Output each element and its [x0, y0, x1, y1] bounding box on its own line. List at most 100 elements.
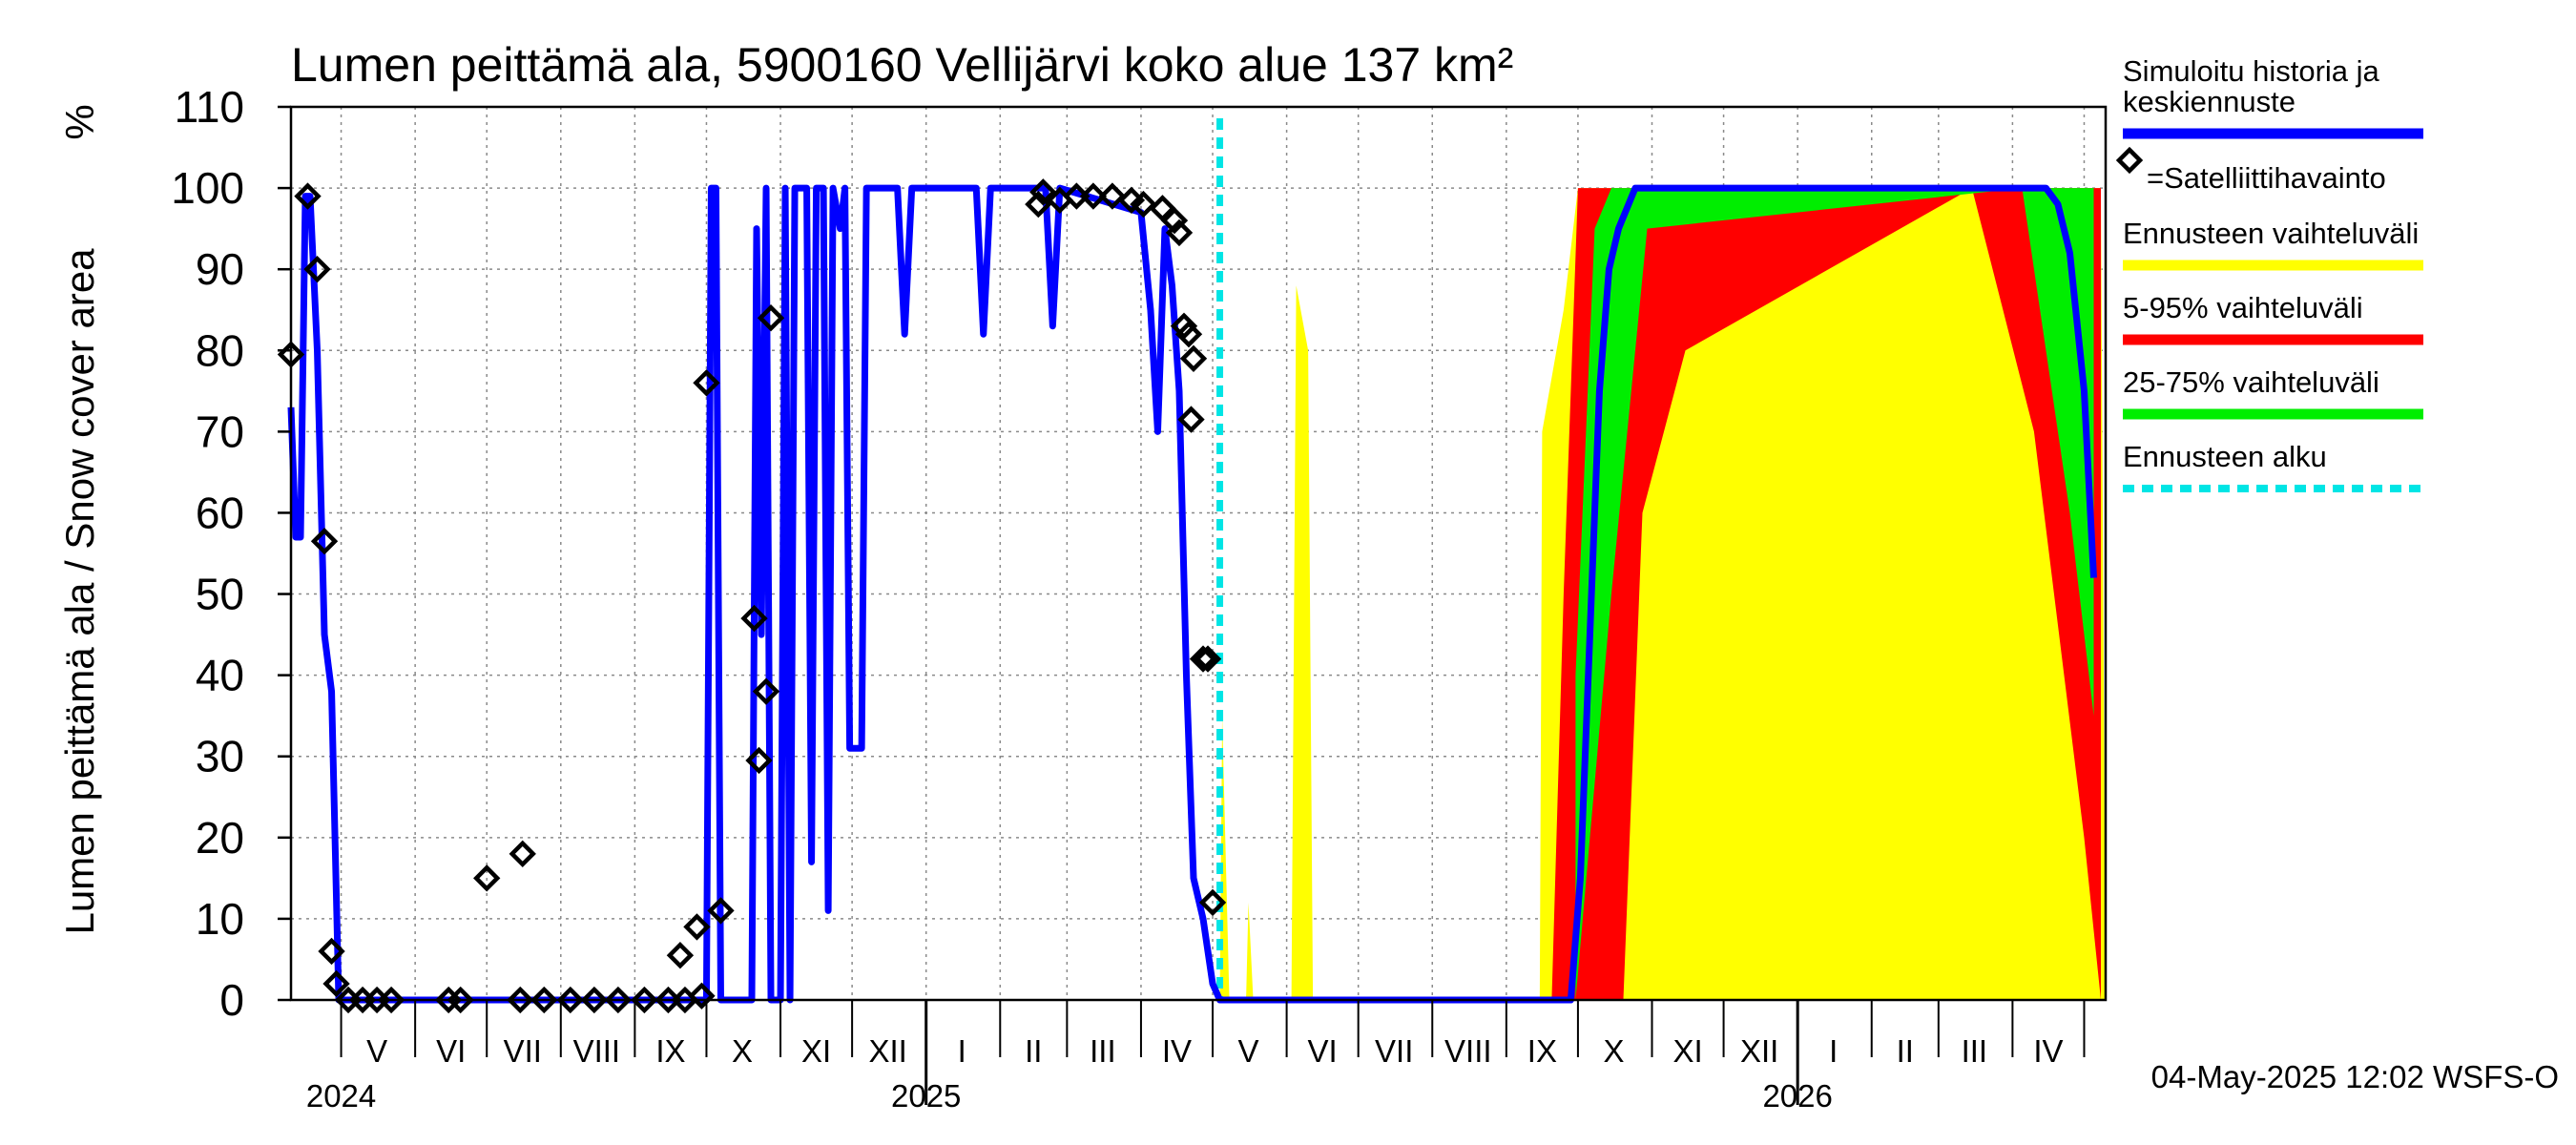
- x-month-label: VII: [1375, 1033, 1413, 1069]
- x-month-label: IX: [1527, 1033, 1557, 1069]
- satellite-point: [740, 604, 768, 633]
- legend-item: Ennusteen vaihteluväli: [2123, 217, 2423, 271]
- satellite-point: [377, 986, 405, 1014]
- satellite-point: [1165, 219, 1194, 247]
- band-00ee00: [1575, 188, 2094, 1000]
- y-tick-label: 10: [196, 894, 244, 944]
- legend-item: 5-95% vaihteluväli: [2123, 291, 2423, 345]
- satellite-point: [447, 986, 474, 1014]
- legend-item: =Satelliittihavainto: [2115, 146, 2386, 195]
- x-month-label: I: [958, 1033, 966, 1069]
- x-month-label: XII: [868, 1033, 906, 1069]
- y-tick-label: 0: [219, 975, 244, 1025]
- x-month-label: IV: [1162, 1033, 1192, 1069]
- x-month-label: VI: [436, 1033, 466, 1069]
- satellite-point: [310, 528, 339, 555]
- legend-label: =Satelliittihavainto: [2147, 161, 2386, 195]
- satellite-point: [1189, 645, 1217, 673]
- band-ffff00: [1219, 188, 2106, 1000]
- satellite-point: [752, 677, 780, 705]
- legend-label: 25-75% vaihteluväli: [2123, 365, 2379, 399]
- x-month-label: X: [1603, 1033, 1624, 1069]
- x-month-label: IV: [2033, 1033, 2063, 1069]
- y-tick-label: 30: [196, 732, 244, 781]
- y-tick-label: 40: [196, 651, 244, 700]
- y-tick-label: 20: [196, 813, 244, 863]
- x-year-label: 2024: [306, 1078, 376, 1114]
- x-month-label: III: [1962, 1033, 1988, 1069]
- simulated-line: [287, 184, 2097, 1004]
- satellite-point: [631, 986, 658, 1014]
- x-month-label: IX: [655, 1033, 685, 1069]
- x-month-label: V: [366, 1033, 387, 1069]
- satellite-point: [1170, 312, 1198, 340]
- satellite-observations: [277, 178, 1227, 1014]
- y-tick-label: 90: [196, 244, 244, 294]
- x-month-label: II: [1897, 1033, 1914, 1069]
- satellite-point: [1098, 182, 1127, 210]
- x-month-label: XI: [1672, 1033, 1702, 1069]
- y-unit-label: %: [57, 104, 102, 139]
- legend-item: 25-75% vaihteluväli: [2123, 365, 2423, 420]
- x-month-label: III: [1090, 1033, 1116, 1069]
- x-month-label: VIII: [1444, 1033, 1492, 1069]
- satellite-point: [688, 982, 716, 1010]
- legend-label: Ennusteen alku: [2123, 440, 2327, 473]
- satellite-point: [1149, 195, 1176, 222]
- satellite-point: [1179, 344, 1208, 372]
- x-month-label: XI: [801, 1033, 831, 1069]
- simulated-series: [287, 118, 2097, 1004]
- x-month-label: VI: [1308, 1033, 1338, 1069]
- footer-timestamp: 04-May-2025 12:02 WSFS-O: [2151, 1059, 2559, 1094]
- satellite-point: [509, 840, 536, 868]
- x-year-label: 2026: [1762, 1078, 1832, 1114]
- legend-item: Ennusteen alku: [2123, 440, 2423, 492]
- legend-marker: [2115, 146, 2144, 175]
- satellite-point: [473, 864, 501, 892]
- satellite-point: [666, 942, 695, 969]
- x-month-label: XII: [1740, 1033, 1778, 1069]
- satellite-point: [507, 986, 534, 1014]
- satellite-point: [1079, 182, 1108, 210]
- x-month-label: VII: [504, 1033, 542, 1069]
- satellite-point: [1029, 178, 1057, 206]
- plot-frame: [289, 105, 2108, 1002]
- satellite-point: [303, 255, 331, 283]
- satellite-point: [1174, 321, 1203, 348]
- x-month-label: I: [1829, 1033, 1838, 1069]
- y-tick-label: 60: [196, 488, 244, 537]
- satellite-point: [1194, 645, 1222, 673]
- chart-title: Lumen peittämä ala, 5900160 Vellijärvi k…: [291, 38, 1513, 92]
- satellite-point: [757, 304, 785, 332]
- legend-label: keskiennuste: [2123, 85, 2296, 118]
- satellite-point: [580, 986, 609, 1014]
- satellite-point: [693, 369, 720, 397]
- x-month-label: II: [1025, 1033, 1042, 1069]
- legend-label: 5-95% vaihteluväli: [2123, 291, 2363, 324]
- x-month-label: V: [1238, 1033, 1259, 1069]
- x-year-label: 2025: [891, 1078, 961, 1114]
- y-tick-label: 80: [196, 325, 244, 375]
- x-month-label: VIII: [573, 1033, 621, 1069]
- satellite-point: [1160, 206, 1189, 235]
- legend-label: Simuloitu historia ja: [2123, 54, 2380, 88]
- satellite-point: [530, 986, 558, 1014]
- satellite-point: [1177, 406, 1205, 433]
- y-tick-label: 110: [175, 82, 244, 132]
- y-tick-label: 50: [196, 570, 244, 619]
- x-month-label: X: [732, 1033, 753, 1069]
- y-tick-label: 70: [196, 406, 244, 456]
- satellite-point: [604, 986, 633, 1014]
- y-axis-label: Lumen peittämä ala / Snow cover area: [57, 248, 102, 935]
- satellite-point: [683, 913, 711, 941]
- legend-label: Ennusteen vaihteluväli: [2123, 217, 2419, 250]
- satellite-point: [1130, 190, 1157, 219]
- satellite-point: [707, 897, 735, 925]
- satellite-point: [745, 746, 773, 775]
- satellite-point: [556, 986, 584, 1014]
- satellite-point: [1198, 888, 1227, 917]
